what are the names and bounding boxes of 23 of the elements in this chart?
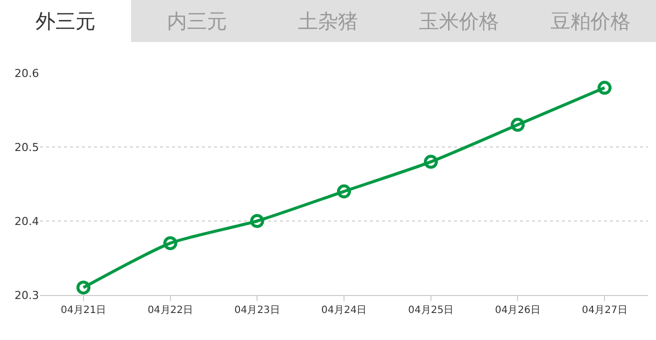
x-tick-label: 04月24日 xyxy=(321,305,367,316)
x-tick-label: 04月27日 xyxy=(582,305,628,316)
text: 豆粕价格 xyxy=(549,8,632,35)
x-tick-label: 04月23日 xyxy=(234,305,280,316)
point xyxy=(76,280,90,295)
text: 内三元 xyxy=(166,8,228,35)
point xyxy=(250,214,264,228)
y-tick-label: 20.6 xyxy=(14,66,39,80)
x-tick-label: 04月21日 xyxy=(60,305,106,316)
text: 玉米价格 xyxy=(418,8,500,35)
point xyxy=(163,236,178,250)
x-tick-label: 04月22日 xyxy=(148,305,194,316)
point xyxy=(510,118,525,132)
text: 外三元 xyxy=(0,0,132,42)
point xyxy=(424,154,438,169)
x-tick-label: 04月25日 xyxy=(408,305,454,316)
y-tick-label: 20.5 xyxy=(14,140,39,154)
x-tick-label: 04月26日 xyxy=(494,305,540,316)
text: 土杂猪 xyxy=(297,8,359,35)
y-tick-label: 20.3 xyxy=(14,288,39,302)
point xyxy=(598,80,612,95)
y-tick-label: 20.4 xyxy=(14,214,39,228)
point xyxy=(337,184,351,198)
